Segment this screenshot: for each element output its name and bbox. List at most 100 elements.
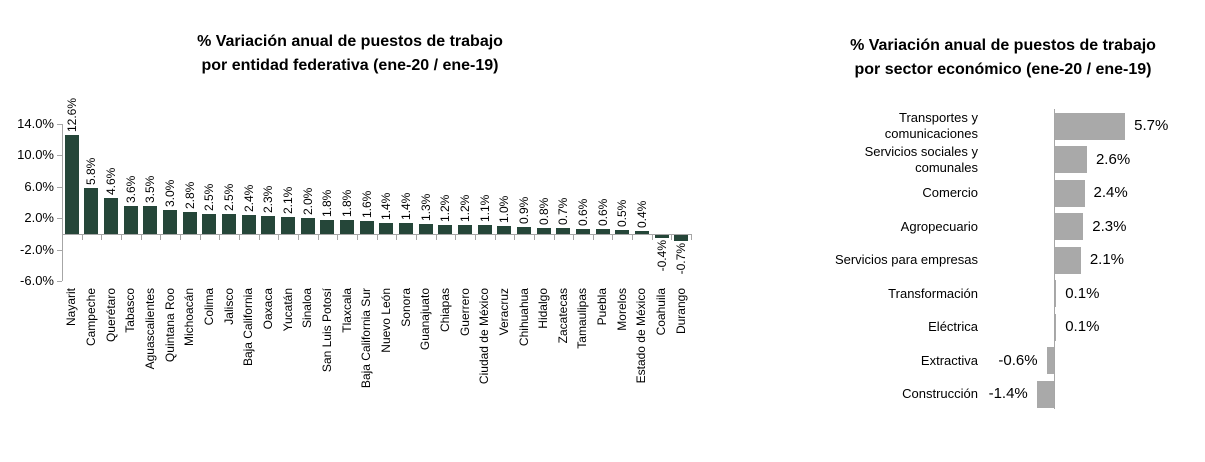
- bar: [202, 214, 217, 234]
- bar: [1055, 179, 1085, 207]
- bar: [399, 222, 414, 234]
- x-axis-tick: [297, 234, 299, 240]
- x-axis-tick: [691, 234, 693, 240]
- category-label: Extractiva: [920, 352, 978, 368]
- x-axis-tick: [81, 234, 83, 240]
- bar: [123, 205, 138, 234]
- bar: [1046, 347, 1054, 374]
- y-tick-label: 6.0%: [24, 178, 54, 194]
- bar: [320, 219, 335, 234]
- x-axis-tick: [533, 234, 535, 240]
- x-axis-tick: [219, 234, 221, 240]
- category-label: Servicios sociales y comunales: [864, 143, 978, 175]
- bar: [477, 225, 492, 234]
- bar: [222, 214, 237, 234]
- chart-sector-title-line2: por sector económico (ene-20 / ene-19): [854, 61, 1152, 78]
- bar: [438, 224, 453, 234]
- y-axis-tick: [57, 186, 62, 188]
- x-axis-tick: [160, 234, 162, 240]
- bar: [595, 229, 610, 234]
- bar: [1055, 313, 1057, 341]
- x-axis-tick: [474, 234, 476, 240]
- bar: [143, 206, 158, 234]
- x-axis-tick: [455, 234, 457, 240]
- category-label: Transformación: [888, 285, 978, 301]
- chart-sector-title: % Variación anual de puestos de trabajo …: [793, 34, 1205, 82]
- bar: [281, 217, 296, 234]
- bar: [674, 235, 689, 241]
- x-axis-tick: [238, 234, 240, 240]
- bar: [634, 230, 649, 234]
- category-label: Construcción: [902, 386, 978, 401]
- value-label: 5.7%: [1134, 117, 1169, 134]
- value-label: -0.6%: [998, 351, 1038, 369]
- bar: [556, 228, 571, 234]
- x-axis-tick: [494, 234, 496, 240]
- bar: [163, 210, 178, 234]
- bar: [1055, 146, 1087, 173]
- category-label: Servicios para empresas: [834, 252, 978, 267]
- bar: [1055, 280, 1057, 307]
- bar: [536, 227, 551, 234]
- value-label: -1.4%: [988, 385, 1028, 402]
- chart-sector-title-line1: % Variación anual de puestos de trabajo: [850, 37, 1156, 54]
- bar: [1055, 246, 1081, 274]
- x-axis-tick: [62, 234, 63, 240]
- bar: [1055, 213, 1084, 240]
- value-label: 2.1%: [1089, 251, 1125, 268]
- bar: [575, 229, 590, 234]
- x-axis-tick: [337, 234, 339, 240]
- x-axis-tick: [612, 234, 614, 240]
- x-axis-tick: [435, 234, 437, 240]
- bar: [261, 215, 276, 234]
- x-axis-tick: [356, 234, 358, 240]
- bar: [379, 222, 394, 234]
- y-tick-label: 14.0%: [17, 115, 54, 131]
- y-axis-tick: [57, 123, 62, 125]
- x-axis-tick: [514, 234, 516, 240]
- bar: [517, 226, 531, 234]
- category-label: Comercio: [922, 185, 978, 200]
- x-axis-tick: [396, 234, 398, 240]
- category-label: Eléctrica: [928, 319, 978, 334]
- bar: [182, 211, 197, 234]
- bar: [300, 218, 315, 234]
- bar: [84, 188, 99, 234]
- bar: [615, 230, 630, 234]
- chart-entidad-title: % Variación anual de puestos de trabajo …: [140, 30, 560, 78]
- category-axis-line: [1054, 109, 1055, 409]
- chart-entidad-title-line2: por entidad federativa (ene-20 / ene-19): [201, 57, 499, 74]
- x-axis-tick: [278, 234, 280, 240]
- bar: [654, 235, 669, 239]
- x-axis-tick: [376, 234, 378, 240]
- x-axis-tick: [671, 234, 673, 240]
- y-tick-label: 10.0%: [17, 147, 54, 163]
- bar: [359, 221, 374, 234]
- y-axis-tick: [57, 249, 62, 251]
- value-label: 2.6%: [1095, 150, 1131, 168]
- y-axis-tick: [57, 218, 62, 220]
- bar: [340, 219, 355, 234]
- value-label: 0.1%: [1065, 318, 1100, 335]
- bar: [1036, 380, 1054, 408]
- x-axis-tick: [317, 234, 319, 240]
- y-axis-line: [62, 123, 63, 282]
- bar: [1055, 112, 1126, 140]
- bar: [418, 223, 433, 234]
- y-tick-label: 2.0%: [24, 210, 54, 226]
- chart-entidad-title-line1: % Variación anual de puestos de trabajo: [197, 33, 503, 50]
- x-axis-tick: [120, 234, 122, 240]
- x-axis-tick: [179, 234, 181, 240]
- x-axis-tick: [101, 234, 103, 240]
- category-label: Agropecuario: [900, 218, 978, 234]
- x-axis-tick: [651, 234, 653, 240]
- value-label: 0.1%: [1065, 284, 1100, 302]
- y-tick-label: -2.0%: [20, 241, 54, 257]
- bar: [497, 226, 512, 234]
- category-label: Transportes y comunicaciones: [884, 110, 978, 141]
- x-axis-tick: [258, 234, 260, 240]
- bar: [241, 215, 256, 234]
- x-axis-tick: [140, 234, 142, 240]
